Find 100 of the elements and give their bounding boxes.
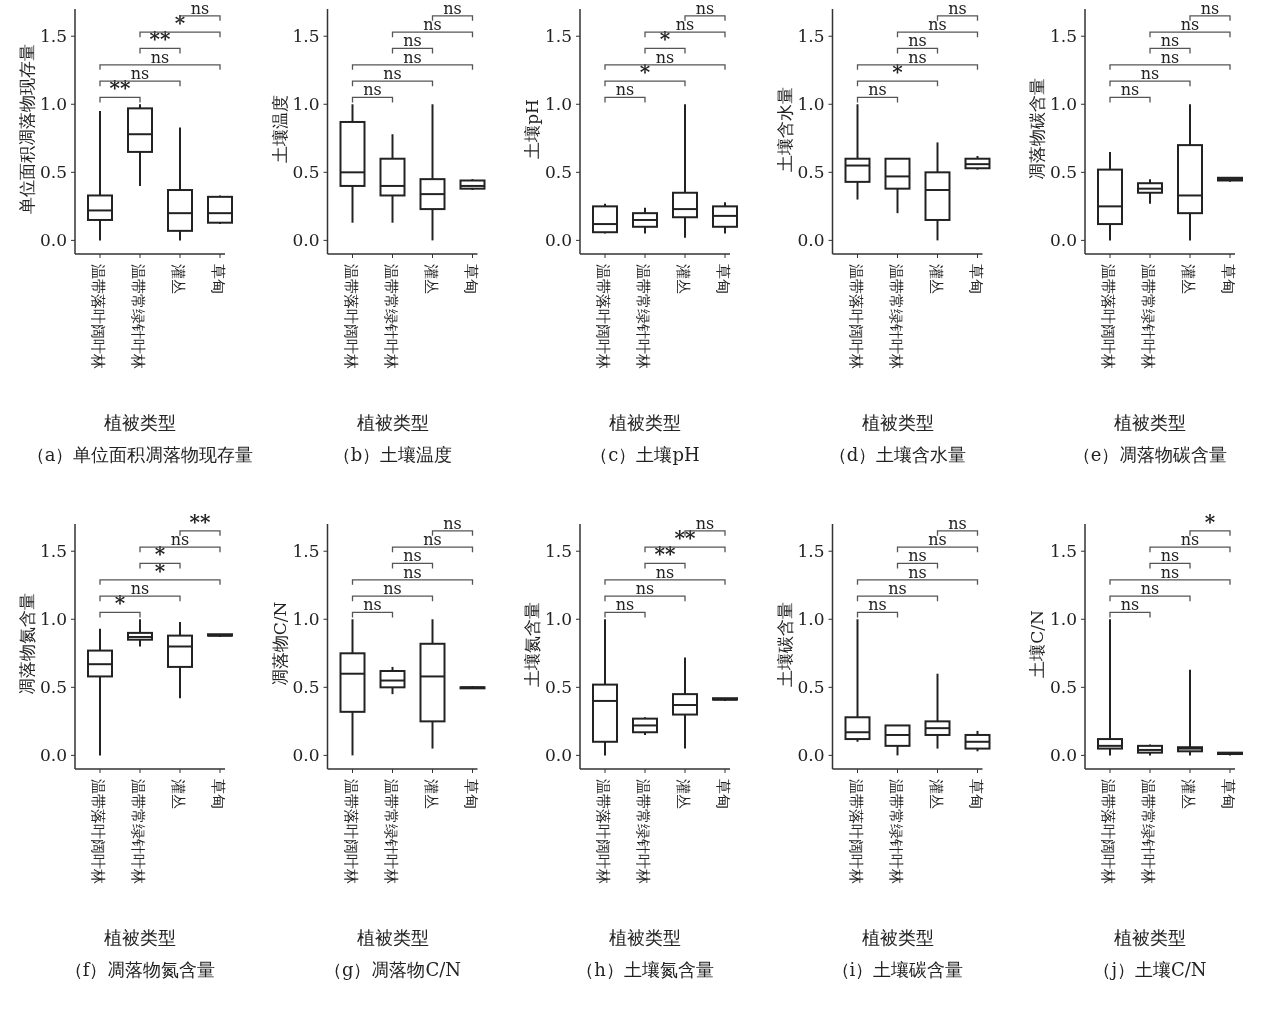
x-tick-label: 温带常绿针叶林 <box>634 779 652 884</box>
annotation: ns <box>868 595 887 615</box>
annotation: ns <box>1120 80 1140 100</box>
text: （e）凋落物碳含量 <box>1072 444 1228 465</box>
annotation: ns <box>1180 530 1200 550</box>
x-axis-title: 植被类型 <box>1114 412 1186 433</box>
x-axis-title: 植被类型 <box>104 927 176 948</box>
x-tick-label: 灌丛 <box>926 779 945 809</box>
annotation: * <box>639 60 651 85</box>
x-axis-title: 植被类型 <box>861 412 934 433</box>
annotation: ns <box>443 0 462 18</box>
y-axis-title: 土壤温度 <box>269 95 290 163</box>
x-tick-label: 温带落叶阔叶林 <box>89 779 107 884</box>
x-tick-label: 草甸 <box>714 264 732 294</box>
text: （b）土壤温度 <box>332 444 453 465</box>
x-tick-label: 灌丛 <box>169 264 187 294</box>
annotation: ns <box>675 15 695 35</box>
annotation: ns <box>423 15 442 35</box>
y-tick-label: 1.0 <box>1049 609 1077 630</box>
y-tick-label: 1.5 <box>544 26 572 47</box>
text: （d）土壤含水量 <box>828 444 967 465</box>
y-tick-label: 0.0 <box>1049 230 1077 251</box>
x-tick-label: 温带常绿针叶林 <box>886 779 905 884</box>
x-tick-label: 温带落叶阔叶林 <box>594 779 612 884</box>
x-tick-label: 温带落叶阔叶林 <box>846 264 865 369</box>
text: （g）凋落物C/N <box>323 959 462 980</box>
y-tick-label: 0.5 <box>39 162 67 183</box>
y-tick-label: 1.0 <box>39 94 67 115</box>
annotation: ns <box>1140 579 1160 599</box>
y-tick-label: 0.5 <box>797 162 825 183</box>
text: （f）凋落物氮含量 <box>64 959 216 980</box>
y-tick-label: 1.5 <box>1049 26 1077 47</box>
y-tick-label: 0.0 <box>544 745 572 766</box>
annotation: ns <box>170 530 190 550</box>
annotation: * <box>1204 509 1216 534</box>
x-tick-label: 灌丛 <box>1179 264 1197 294</box>
x-tick-label: 温带落叶阔叶林 <box>1099 264 1117 369</box>
annotation: ns <box>888 579 907 599</box>
y-axis-title: 单位面积凋落物现存量 <box>17 44 37 214</box>
x-axis-title: 植被类型 <box>104 412 176 433</box>
y-tick-label: 1.0 <box>797 609 825 630</box>
y-tick-label: 0.0 <box>39 230 67 251</box>
x-tick-label: 灌丛 <box>674 264 692 294</box>
y-tick-label: 0.0 <box>292 745 320 766</box>
y-tick-label: 0.0 <box>797 230 825 251</box>
x-axis-title: 植被类型 <box>609 412 681 433</box>
y-tick-label: 1.5 <box>544 541 572 562</box>
x-tick-label: 温带落叶阔叶林 <box>341 779 360 884</box>
y-axis-title: 土壤碳含量 <box>774 601 795 687</box>
annotation: ns <box>948 513 967 533</box>
x-tick-label: 灌丛 <box>421 779 440 809</box>
x-tick-label: 温带常绿针叶林 <box>381 779 400 884</box>
x-axis-title: 植被类型 <box>609 927 681 948</box>
x-tick-label: 灌丛 <box>926 264 945 294</box>
x-tick-label: 草甸 <box>209 779 227 809</box>
x-tick-label: 灌丛 <box>1179 779 1197 809</box>
annotation: ns <box>1200 0 1220 18</box>
annotation: ns <box>695 0 715 18</box>
y-axis-title: 凋落物碳含量 <box>1027 78 1047 180</box>
y-tick-label: 1.0 <box>292 609 320 630</box>
y-tick-label: 1.5 <box>797 26 825 47</box>
x-axis-title: 植被类型 <box>356 412 429 433</box>
y-tick-label: 1.5 <box>797 541 825 562</box>
y-tick-label: 1.5 <box>292 26 320 47</box>
x-tick-label: 温带落叶阔叶林 <box>594 264 612 369</box>
y-tick-label: 1.5 <box>39 541 67 562</box>
x-tick-label: 温带落叶阔叶林 <box>846 779 865 884</box>
annotation: * <box>114 591 126 616</box>
y-tick-label: 1.0 <box>292 94 320 115</box>
y-axis-title: 凋落物氮含量 <box>17 593 37 695</box>
annotation: ns <box>615 80 635 100</box>
annotation: ns <box>423 530 442 550</box>
annotation: ns <box>363 595 382 615</box>
x-tick-label: 温带落叶阔叶林 <box>341 264 360 369</box>
y-tick-label: 1.0 <box>1049 94 1077 115</box>
y-tick-label: 1.5 <box>1049 541 1077 562</box>
x-tick-label: 草甸 <box>461 264 480 294</box>
y-tick-label: 0.5 <box>1049 162 1077 183</box>
annotation: ns <box>615 595 635 615</box>
x-tick-label: 草甸 <box>966 264 985 294</box>
annotation: * <box>174 11 186 36</box>
text: （i）土壤碳含量 <box>831 959 964 980</box>
y-tick-label: 1.5 <box>39 26 67 47</box>
y-tick-label: 0.5 <box>1049 677 1077 698</box>
x-tick-label: 温带常绿针叶林 <box>129 779 147 884</box>
y-tick-label: 0.0 <box>797 745 825 766</box>
x-tick-label: 温带常绿针叶林 <box>381 264 400 369</box>
x-axis-title: 植被类型 <box>861 927 934 948</box>
x-axis-title: 植被类型 <box>1114 927 1186 948</box>
y-tick-label: 0.0 <box>1049 745 1077 766</box>
x-tick-label: 温带落叶阔叶林 <box>1099 779 1117 884</box>
y-tick-label: 0.5 <box>544 162 572 183</box>
annotation: ns <box>383 579 402 599</box>
x-tick-label: 草甸 <box>209 264 227 294</box>
x-tick-label: 灌丛 <box>421 264 440 294</box>
annotation: ** <box>189 509 211 534</box>
x-tick-label: 草甸 <box>966 779 985 809</box>
y-axis-title: 凋落物C/N <box>269 601 290 687</box>
annotation: ns <box>928 530 947 550</box>
x-tick-label: 灌丛 <box>674 779 692 809</box>
